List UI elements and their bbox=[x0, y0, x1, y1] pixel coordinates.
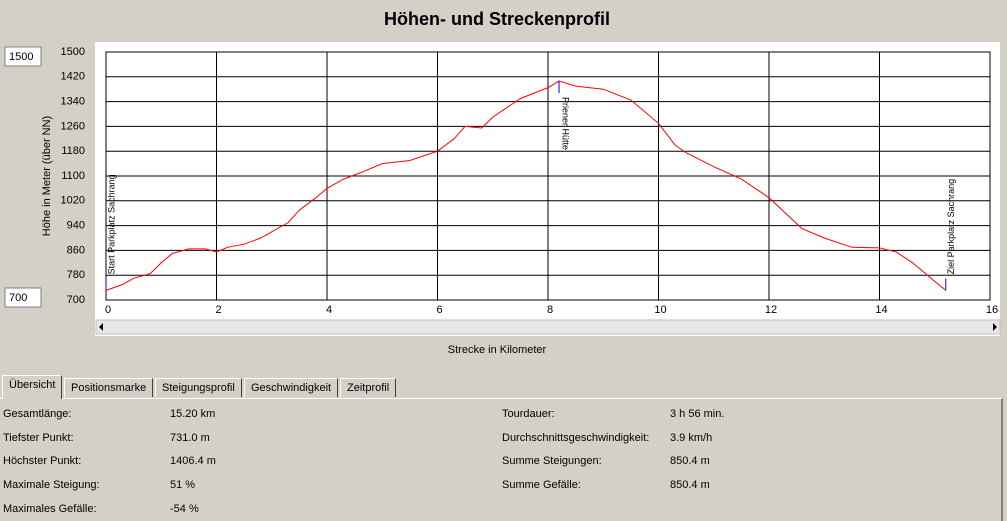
y-tick-label: 1340 bbox=[61, 96, 85, 108]
x-tick-label: 16 bbox=[986, 304, 998, 316]
stat-label: Tourdauer: bbox=[502, 408, 555, 420]
stat-value: 1406.4 m bbox=[170, 455, 216, 468]
x-tick-label: 10 bbox=[654, 304, 666, 316]
stat-label: Durchschnittsgeschwindigkeit: bbox=[502, 431, 650, 444]
stat-value: 850.4 m bbox=[670, 455, 710, 468]
y-tick-label: 1420 bbox=[61, 71, 85, 83]
y-tick-label: 780 bbox=[67, 269, 85, 281]
x-tick-label: 12 bbox=[765, 304, 777, 316]
stat-label: Tiefster Punkt: bbox=[3, 431, 74, 444]
y-tick-label: 940 bbox=[67, 220, 85, 232]
stat-value: 3 h 56 min. bbox=[670, 408, 725, 420]
tab[interactable]: Positionsmarke bbox=[64, 378, 154, 397]
waypoint-label: Ziel Parkplatz Sachrang bbox=[946, 179, 956, 275]
y-tick-label: 1020 bbox=[61, 195, 85, 207]
stat-label: Höchster Punkt: bbox=[3, 455, 82, 468]
stat-value: 731.0 m bbox=[170, 431, 210, 444]
stat-value: -54 % bbox=[170, 502, 199, 515]
tab[interactable]: Übersicht bbox=[2, 375, 63, 399]
x-axis-label: Strecke in Kilometer bbox=[448, 344, 547, 356]
waypoint-label: Start Parkplatz Sachrang bbox=[106, 174, 116, 274]
y-tick-label: 1260 bbox=[61, 120, 85, 132]
y-tick-label: 1500 bbox=[61, 46, 85, 58]
y-tick-label: 860 bbox=[67, 244, 85, 256]
tab[interactable]: Geschwindigkeit bbox=[244, 378, 339, 397]
y-tick-label: 1100 bbox=[61, 170, 85, 182]
plot-frame bbox=[105, 51, 991, 301]
y-max-input[interactable] bbox=[4, 46, 42, 67]
x-tick-label: 6 bbox=[436, 304, 442, 316]
stat-label: Summe Gefälle: bbox=[502, 479, 581, 492]
y-axis-label: Höhe in Meter (über NN) bbox=[41, 116, 53, 236]
x-tick-label: 8 bbox=[547, 304, 553, 316]
stat-value: 15.20 km bbox=[170, 408, 216, 420]
y-tick-label: 700 bbox=[67, 294, 85, 306]
stat-value: 3.9 km/h bbox=[670, 431, 713, 444]
y-min-value[interactable]: 700 bbox=[9, 292, 27, 304]
chart-title: Höhen- und Streckenprofil bbox=[384, 9, 610, 29]
stat-label: Gesamtlänge: bbox=[3, 408, 72, 420]
scrollbar[interactable] bbox=[95, 319, 1001, 335]
y-tick-label: 1180 bbox=[61, 145, 85, 157]
stat-value: 51 % bbox=[170, 479, 196, 492]
tab[interactable]: Zeitprofil bbox=[340, 378, 397, 397]
stat-label: Summe Steigungen: bbox=[502, 455, 602, 468]
x-tick-label: 2 bbox=[215, 304, 221, 316]
x-tick-label: 4 bbox=[326, 304, 332, 316]
tab[interactable]: Steigungsprofil bbox=[155, 378, 242, 397]
y-min-input[interactable] bbox=[4, 287, 42, 308]
stat-label: Maximale Steigung: bbox=[3, 479, 100, 492]
x-tick-label: 0 bbox=[105, 304, 111, 316]
stat-value: 850.4 m bbox=[670, 479, 710, 492]
profile-line bbox=[105, 80, 947, 291]
chart: Höhen- und Streckenprofil Strecke in Kil… bbox=[4, 9, 1001, 356]
tab-panel: Gesamtlänge: 15.20 km Tiefster Punkt: 731.0… bbox=[0, 398, 1003, 521]
stat-label: Maximales Gefälle: bbox=[3, 502, 97, 515]
x-tick-label: 14 bbox=[875, 304, 887, 316]
y-max-value[interactable]: 1500 bbox=[9, 51, 33, 63]
waypoint-label: Priener Hütte bbox=[561, 97, 571, 150]
